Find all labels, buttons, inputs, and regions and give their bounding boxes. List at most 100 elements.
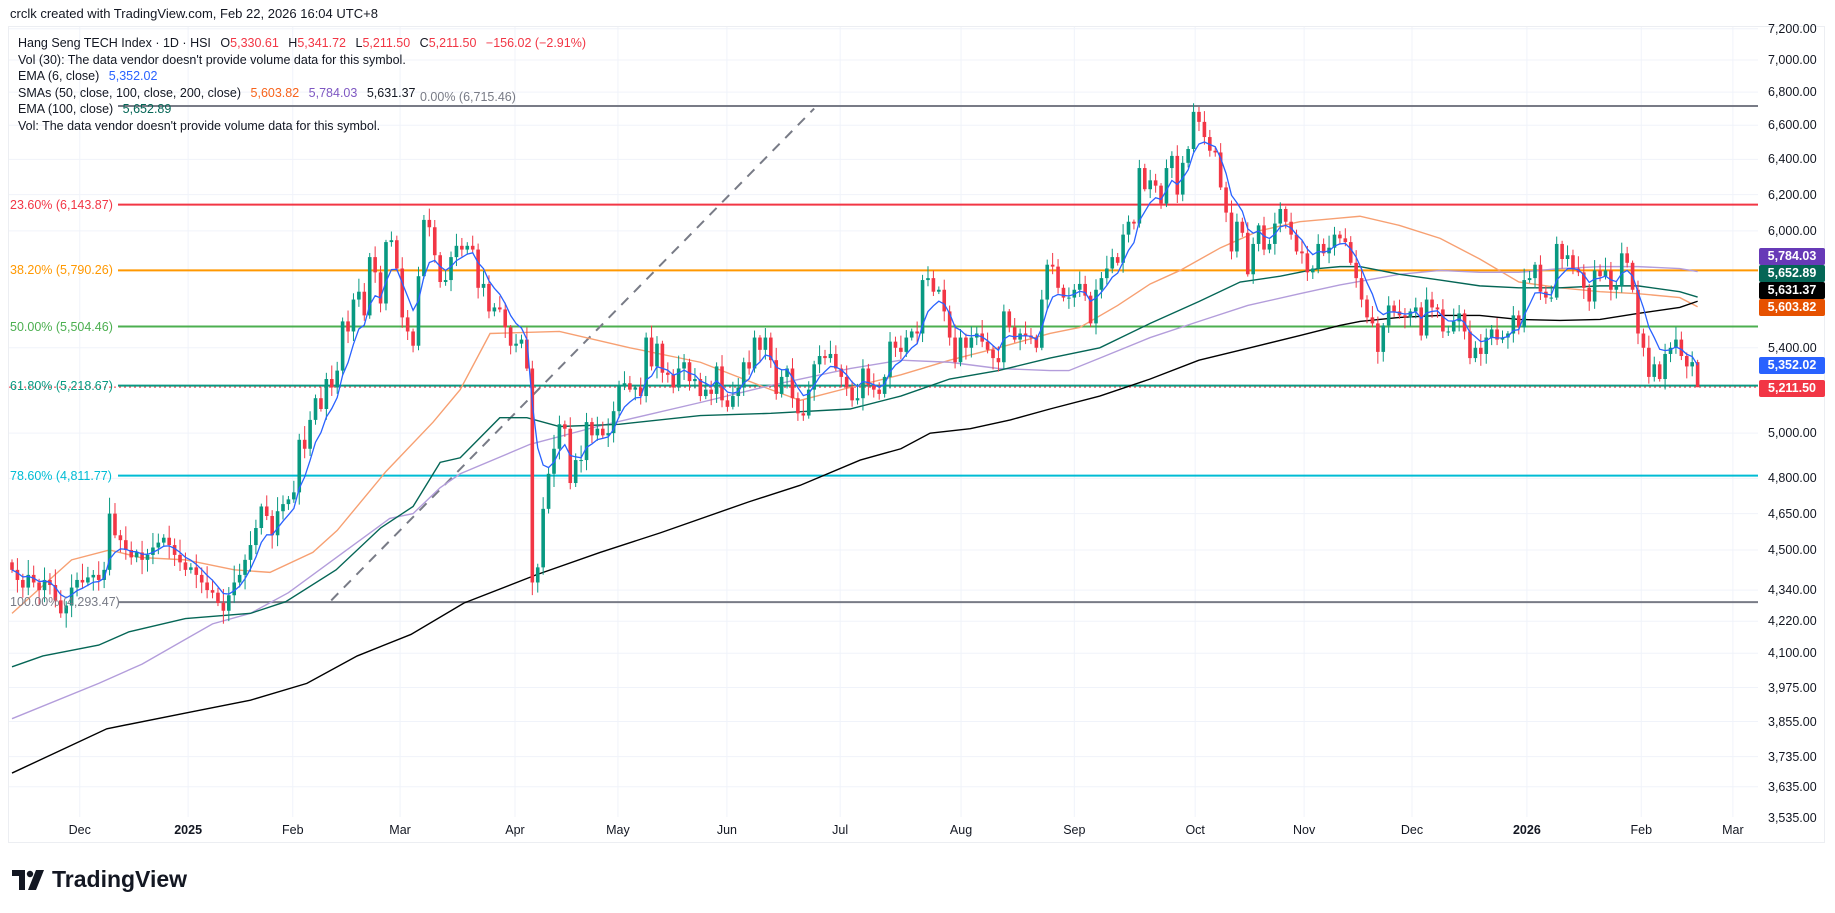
candle bbox=[693, 368, 697, 389]
candle bbox=[498, 296, 502, 313]
candle bbox=[666, 362, 670, 383]
candle-body bbox=[964, 337, 968, 348]
candle bbox=[801, 399, 806, 421]
candle-body bbox=[1652, 364, 1657, 377]
candle bbox=[37, 578, 41, 605]
candle-body bbox=[411, 331, 415, 346]
candle-body bbox=[86, 577, 90, 583]
candle bbox=[351, 293, 356, 342]
candle-body bbox=[1370, 317, 1375, 324]
candle-body bbox=[519, 339, 524, 344]
candle bbox=[926, 266, 930, 287]
candle bbox=[958, 329, 963, 367]
candle bbox=[1332, 226, 1337, 256]
candle bbox=[1056, 259, 1060, 294]
candle-body bbox=[1549, 297, 1554, 299]
price-tick-label: 3,975.00 bbox=[1768, 680, 1817, 695]
candle-body bbox=[796, 398, 800, 414]
candle bbox=[319, 387, 323, 412]
sma-50-line bbox=[11, 215, 1698, 614]
legend-vol30[interactable]: Vol (30): The data vendor doesn't provid… bbox=[18, 52, 406, 67]
candle-body bbox=[243, 559, 247, 575]
candle-body bbox=[1430, 299, 1434, 308]
candle bbox=[888, 332, 892, 389]
candle-body bbox=[671, 374, 676, 388]
candle bbox=[64, 601, 68, 628]
candle bbox=[42, 567, 47, 603]
candle bbox=[1413, 297, 1418, 319]
fib-level-label: 50.00% (5,504.46) bbox=[10, 319, 113, 334]
candle-body bbox=[644, 337, 648, 397]
candle-body bbox=[145, 554, 150, 560]
candle-body bbox=[1614, 285, 1619, 290]
candle bbox=[1419, 302, 1423, 341]
candle bbox=[254, 519, 258, 555]
candle bbox=[86, 566, 90, 587]
candle bbox=[1381, 323, 1386, 362]
candle bbox=[357, 278, 361, 307]
candle-body bbox=[1582, 272, 1586, 288]
candle bbox=[384, 239, 388, 311]
candle bbox=[1479, 334, 1483, 366]
logo-text: TradingView bbox=[52, 866, 188, 892]
candle-body bbox=[1300, 251, 1304, 254]
candle-body bbox=[237, 574, 242, 583]
candle bbox=[1679, 331, 1684, 361]
candle-body bbox=[1132, 221, 1136, 224]
candle bbox=[774, 347, 779, 400]
candle-body bbox=[953, 337, 957, 363]
candle-body bbox=[1359, 278, 1364, 300]
chart-frame bbox=[8, 26, 1825, 843]
candle bbox=[80, 563, 85, 589]
candle bbox=[1641, 328, 1646, 357]
candle-body bbox=[21, 579, 25, 588]
candle bbox=[1441, 299, 1445, 338]
candle-body bbox=[525, 339, 529, 369]
legend-ema100[interactable]: EMA (100, close) 5,652.89 bbox=[18, 101, 586, 118]
candle-body bbox=[270, 515, 274, 536]
candle-body bbox=[1684, 356, 1689, 367]
candle bbox=[378, 265, 383, 313]
candle bbox=[839, 364, 844, 388]
legend-ema6[interactable]: EMA (6, close) 5,352.02 bbox=[18, 68, 586, 85]
candle bbox=[1647, 335, 1651, 384]
candle bbox=[96, 561, 101, 591]
candle-body bbox=[302, 439, 307, 449]
candle-body bbox=[1294, 234, 1299, 252]
candle-body bbox=[909, 331, 914, 338]
candle-body bbox=[1419, 307, 1423, 336]
candle bbox=[1495, 317, 1499, 346]
candle bbox=[942, 279, 947, 322]
price-tick-label: 5,400.00 bbox=[1768, 340, 1817, 355]
candle-body bbox=[1424, 299, 1429, 336]
price-tick-label: 6,400.00 bbox=[1768, 152, 1817, 167]
candle-body bbox=[254, 528, 258, 546]
candle bbox=[882, 374, 887, 398]
candle-body bbox=[790, 368, 795, 399]
candle-body bbox=[1186, 149, 1190, 163]
legend-smas[interactable]: SMAs (50, close, 100, close, 200, close)… bbox=[18, 85, 586, 102]
legend-symbol-row[interactable]: Hang Seng TECH Index · 1D · HSI O5,330.6… bbox=[18, 35, 586, 52]
candle bbox=[69, 574, 74, 618]
candle-body bbox=[161, 537, 166, 543]
candle bbox=[687, 358, 692, 391]
candle-body bbox=[1002, 311, 1006, 363]
candle-body bbox=[1126, 221, 1131, 235]
candle-body bbox=[503, 309, 508, 328]
legend-vol[interactable]: Vol: The data vendor doesn't provide vol… bbox=[18, 118, 381, 133]
candle bbox=[1191, 103, 1196, 152]
candle-body bbox=[541, 508, 545, 568]
candle bbox=[595, 416, 600, 441]
candle-body bbox=[313, 398, 318, 420]
candle bbox=[1403, 308, 1407, 329]
candle-body bbox=[1457, 313, 1461, 322]
candle-body bbox=[465, 245, 470, 250]
ema6-value: 5,352.02 bbox=[108, 69, 158, 83]
candle-body bbox=[1619, 253, 1624, 286]
tradingview-logo[interactable]: TradingView bbox=[12, 866, 187, 893]
candle bbox=[617, 380, 621, 419]
candle-body bbox=[1533, 264, 1537, 279]
candle-body bbox=[1381, 325, 1386, 352]
candle bbox=[1565, 245, 1570, 267]
